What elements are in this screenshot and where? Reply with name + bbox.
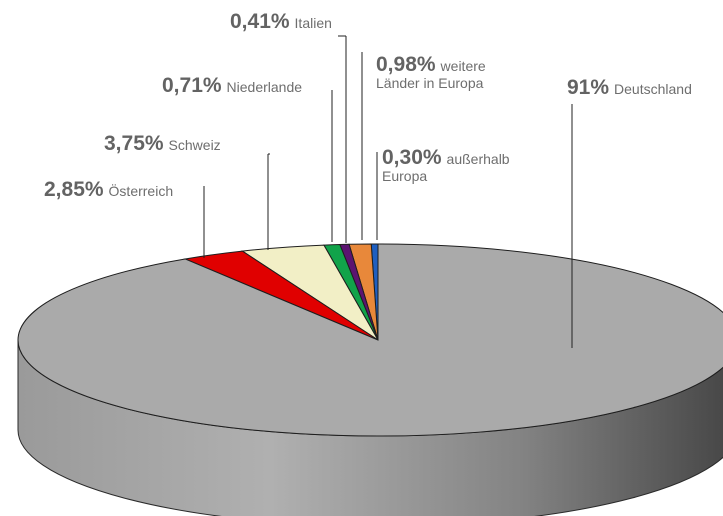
data-label-name: Deutschland [614,81,692,97]
data-label-deutschland: 91% Deutschland [567,76,692,99]
data-label-niederlande: 0,71% Niederlande [162,74,302,97]
data-label-value: 0,41% [230,10,290,33]
data-label-value: 0,71% [162,74,222,97]
data-label-name: weitere [440,58,486,74]
data-label-name: Italien [295,15,332,31]
data-label-italien: 0,41% Italien [230,10,332,33]
data-label-name-line: Europa [382,168,427,184]
data-label-value: 0,30% [382,146,442,169]
data-label-weitere-l-nder-in-europa: 0,98% weitere Länder in Europa [376,53,486,91]
data-label-name: Schweiz [169,137,221,153]
data-label-value: 91% [567,76,609,99]
data-label-value: 0,98% [376,53,436,76]
data-label-name: Niederlande [227,79,303,95]
data-label-name: außerhalb [447,151,510,167]
pie-slice-deutschland [17,243,723,437]
data-label-name-line: Länder in Europa [376,75,484,91]
data-label-au-erhalb-europa: 0,30% außerhalb Europa [382,146,510,184]
data-label-value: 2,85% [44,178,104,201]
data-label-value: 3,75% [104,132,164,155]
data-label-name: Österreich [109,182,174,199]
data-label-schweiz: 3,75% Schweiz [104,132,221,155]
data-label-sterreich: 2,85% Österreich [44,178,173,201]
